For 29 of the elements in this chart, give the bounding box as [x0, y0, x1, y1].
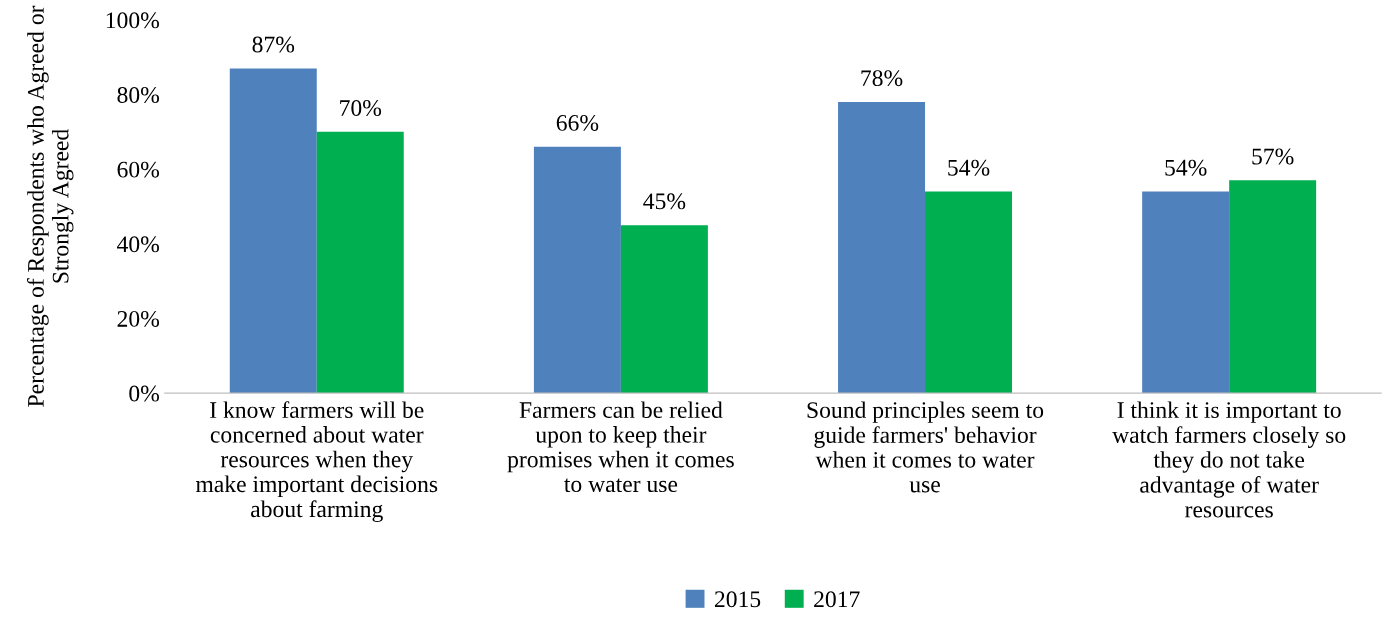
bar [533, 146, 621, 394]
bar [838, 101, 926, 394]
y-tick-label: 0% [129, 385, 160, 402]
x-tick-label: I know farmers will be concerned about water resources when they make important decisions about farming [195, 401, 438, 523]
y-tick-label: 40% [117, 236, 160, 253]
x-tick-label: I think it is important to watch farmers closely so they do not take advantage of water resources [1112, 401, 1346, 518]
data-label: 54% [948, 159, 990, 176]
bar [1229, 180, 1317, 394]
bar [316, 131, 404, 394]
legend-label: 2015 [714, 591, 761, 608]
bar [620, 225, 708, 394]
bar [1142, 191, 1230, 394]
data-label: 78% [861, 70, 903, 87]
y-tick-label: 80% [117, 87, 160, 104]
y-axis-title: Percentage of Respondents who Agreed or Strongly Agreed [26, 5, 74, 407]
legend-label: 2017 [814, 591, 860, 608]
data-label: 87% [252, 36, 295, 53]
y-tick-label: 60% [117, 161, 160, 178]
data-label: 54% [1165, 159, 1207, 176]
bar [925, 191, 1013, 394]
data-label: 70% [340, 100, 382, 117]
x-tick-label: Sound principles seem to guide farmers' behavior when it comes to water use [807, 401, 1044, 493]
data-label: 57% [1252, 148, 1294, 165]
data-label: 66% [556, 114, 599, 131]
x-tick-label: Farmers can be relied upon to keep their promises when it comes to water use [507, 401, 734, 493]
y-tick-label: 100% [106, 12, 160, 29]
data-label: 45% [643, 193, 686, 210]
bar [229, 68, 317, 394]
y-tick-label: 20% [117, 310, 160, 327]
